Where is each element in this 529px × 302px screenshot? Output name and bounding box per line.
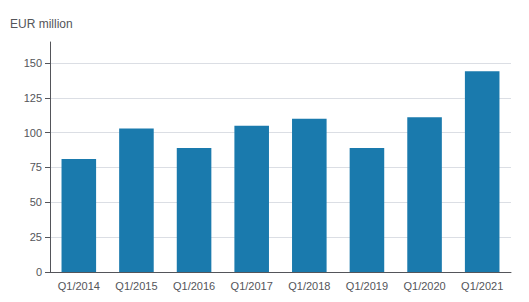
svg-text:Q1/2015: Q1/2015 bbox=[115, 280, 157, 292]
svg-text:EUR million: EUR million bbox=[10, 17, 73, 31]
svg-text:Q1/2019: Q1/2019 bbox=[346, 280, 388, 292]
svg-text:Q1/2014: Q1/2014 bbox=[58, 280, 100, 292]
svg-text:100: 100 bbox=[24, 127, 42, 139]
svg-text:50: 50 bbox=[30, 196, 42, 208]
svg-text:150: 150 bbox=[24, 57, 42, 69]
svg-text:0: 0 bbox=[36, 266, 42, 278]
svg-text:75: 75 bbox=[30, 161, 42, 173]
svg-text:125: 125 bbox=[24, 92, 42, 104]
svg-text:Q1/2017: Q1/2017 bbox=[231, 280, 273, 292]
svg-text:Q1/2016: Q1/2016 bbox=[173, 280, 215, 292]
svg-text:Q1/2018: Q1/2018 bbox=[288, 280, 330, 292]
svg-text:Q1/2021: Q1/2021 bbox=[461, 280, 503, 292]
svg-text:Q1/2020: Q1/2020 bbox=[403, 280, 445, 292]
svg-text:25: 25 bbox=[30, 231, 42, 243]
